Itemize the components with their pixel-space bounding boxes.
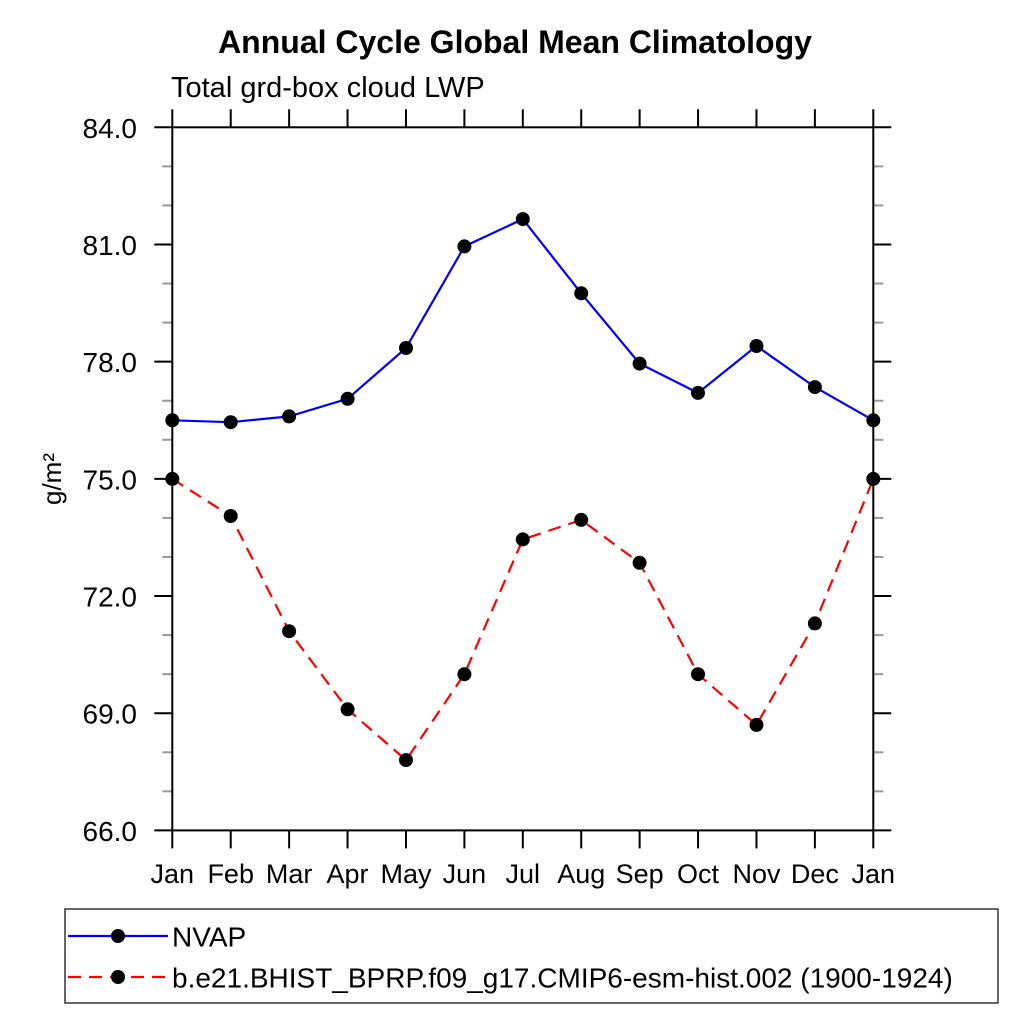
data-point-marker-1 [223,509,238,523]
data-point-marker-1 [691,667,705,682]
legend-marker-model-icon [111,970,125,984]
data-point-marker-1 [457,667,472,682]
x-tick-label: Jun [443,859,487,889]
data-point-marker-1 [632,555,647,570]
legend: NVAP b.e21.BHIST_BPRP.f09_g17.CMIP6-esm-… [64,908,999,1004]
data-point-marker-0 [691,385,705,400]
data-point-marker-1 [807,616,822,631]
data-point-marker-0 [749,339,764,353]
legend-label-nvap: NVAP [172,922,246,953]
data-point-marker-1 [866,471,881,486]
data-point-marker-0 [223,415,238,430]
y-tick-label: 66.0 [83,816,138,847]
data-point-marker-1 [749,717,764,732]
x-tick-label: Feb [207,859,254,889]
x-tick-label: Aug [557,859,605,889]
chart-subtitle: Total grd-box cloud LWP [171,72,485,104]
x-tick-label: Oct [677,859,720,889]
plot-box [171,126,875,832]
y-tick-label: 84.0 [83,113,138,144]
y-axis-label: g/m² [37,453,67,505]
x-tick-label: Dec [791,859,839,889]
data-point-marker-1 [165,471,180,486]
chart-title: Annual Cycle Global Mean Climatology [218,24,812,60]
legend-label-model: b.e21.BHIST_BPRP.f09_g17.CMIP6-esm-hist.… [172,963,953,994]
x-tick-label: Mar [266,859,313,889]
data-point-marker-1 [282,624,297,639]
x-tick-label: Sep [616,859,664,889]
x-tick-label: Nov [732,859,781,889]
series-line-1 [171,477,875,762]
data-point-marker-1 [515,532,530,547]
y-tick-label: 69.0 [83,699,138,730]
data-point-marker-0 [340,391,355,406]
legend-box [64,908,999,1004]
data-point-marker-0 [165,413,180,428]
x-tick-label: Apr [327,859,369,889]
x-tick-label: Jul [506,859,541,889]
x-tick-label: Jan [852,859,896,889]
plot-area: 66.0 69.0 72.0 75.0 78.0 81.0 84.0 Jan Feb Mar Apr… [83,109,896,889]
x-tick-label: Jan [151,859,195,889]
data-point-marker-0 [282,409,297,424]
y-tick-label: 78.0 [83,347,138,378]
data-point-marker-0 [457,239,472,254]
data-point-marker-1 [340,702,355,717]
data-point-marker-0 [632,356,647,371]
data-point-marker-0 [866,413,881,428]
series-line-0 [172,217,874,424]
legend-marker-nvap-icon [111,929,125,943]
data-point-marker-1 [399,753,413,768]
x-tick-label: May [380,859,432,889]
data-point-marker-1 [574,512,589,527]
data-point-marker-0 [807,380,822,395]
data-point-marker-0 [399,341,413,355]
y-tick-label: 75.0 [83,464,138,495]
data-point-marker-0 [574,286,589,301]
data-point-marker-0 [515,212,530,227]
y-tick-label: 72.0 [83,582,138,613]
y-tick-label: 81.0 [83,230,138,261]
